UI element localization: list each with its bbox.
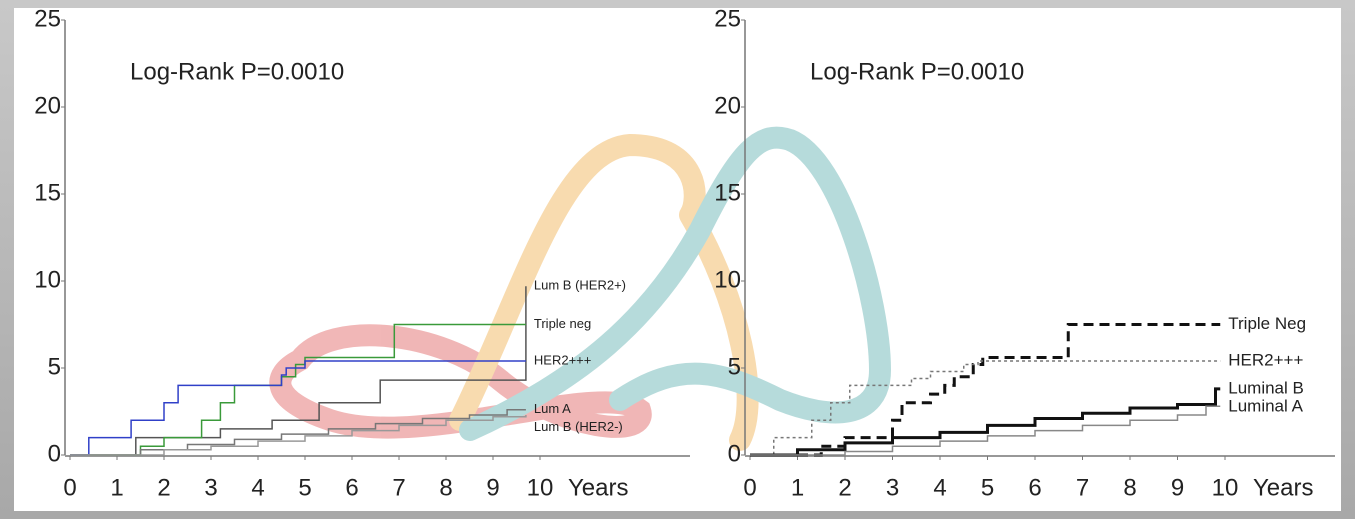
series-label: Triple Neg — [1228, 314, 1306, 333]
survival-line — [750, 387, 1221, 457]
series-label: HER2+++ — [1228, 351, 1303, 370]
x-tick-label: 10 — [527, 474, 554, 501]
y-tick-label: 10 — [714, 266, 741, 293]
x-tick-label: 6 — [1028, 474, 1041, 501]
series-label: Lum B (HER2-) — [534, 419, 623, 434]
x-tick-label: 0 — [63, 474, 76, 501]
series-label: Lum A — [534, 401, 571, 416]
x-tick-label: 0 — [743, 474, 756, 501]
x-tick-label: 5 — [981, 474, 994, 501]
series-label: Triple neg — [534, 316, 591, 331]
annotation: Log-Rank P=0.0010 — [810, 58, 1024, 85]
x-tick-label: 1 — [110, 474, 123, 501]
x-tick-label: 1 — [791, 474, 804, 501]
y-tick-label: 15 — [34, 179, 61, 206]
x-tick-label: 6 — [345, 474, 358, 501]
series-label: Luminal A — [1228, 396, 1303, 415]
y-tick-label: 20 — [714, 92, 741, 119]
x-tick-label: 8 — [1123, 474, 1136, 501]
ribbon — [459, 126, 892, 441]
series-label: Luminal B — [1228, 378, 1304, 397]
survival-line — [70, 323, 526, 456]
x-tick-label: 4 — [251, 474, 264, 501]
survival-line — [70, 360, 526, 456]
y-tick-label: 25 — [714, 5, 741, 32]
y-tick-label: 5 — [728, 353, 741, 380]
x-axis-label: Years — [1253, 474, 1314, 501]
y-tick-label: 0 — [728, 440, 741, 467]
x-tick-label: 7 — [1076, 474, 1089, 501]
survival-line — [750, 405, 1221, 456]
x-tick-label: 7 — [392, 474, 405, 501]
y-tick-label: 25 — [34, 5, 61, 32]
survival-line — [70, 409, 526, 456]
survival-line — [70, 414, 527, 456]
x-tick-label: 2 — [157, 474, 170, 501]
x-tick-label: 5 — [298, 474, 311, 501]
canvas — [14, 8, 1341, 511]
x-tick-label: 9 — [1171, 474, 1184, 501]
x-tick-label: 4 — [933, 474, 946, 501]
ribbon — [269, 324, 652, 439]
y-tick-label: 20 — [34, 92, 61, 119]
x-axis-label: Years — [568, 474, 629, 501]
x-tick-label: 2 — [838, 474, 851, 501]
series-label: HER2+++ — [534, 352, 591, 367]
y-tick-label: 10 — [34, 266, 61, 293]
y-tick-label: 0 — [48, 440, 61, 467]
series-label: Lum B (HER2+) — [534, 278, 626, 293]
y-tick-label: 15 — [714, 179, 741, 206]
x-tick-label: 10 — [1212, 474, 1239, 501]
x-tick-label: 8 — [439, 474, 452, 501]
y-tick-label: 5 — [48, 353, 61, 380]
annotation: Log-Rank P=0.0010 — [130, 58, 344, 85]
x-tick-label: 3 — [204, 474, 217, 501]
x-tick-label: 3 — [886, 474, 899, 501]
survival-line — [70, 286, 527, 456]
survival-line — [750, 360, 1221, 456]
x-tick-label: 9 — [486, 474, 499, 501]
